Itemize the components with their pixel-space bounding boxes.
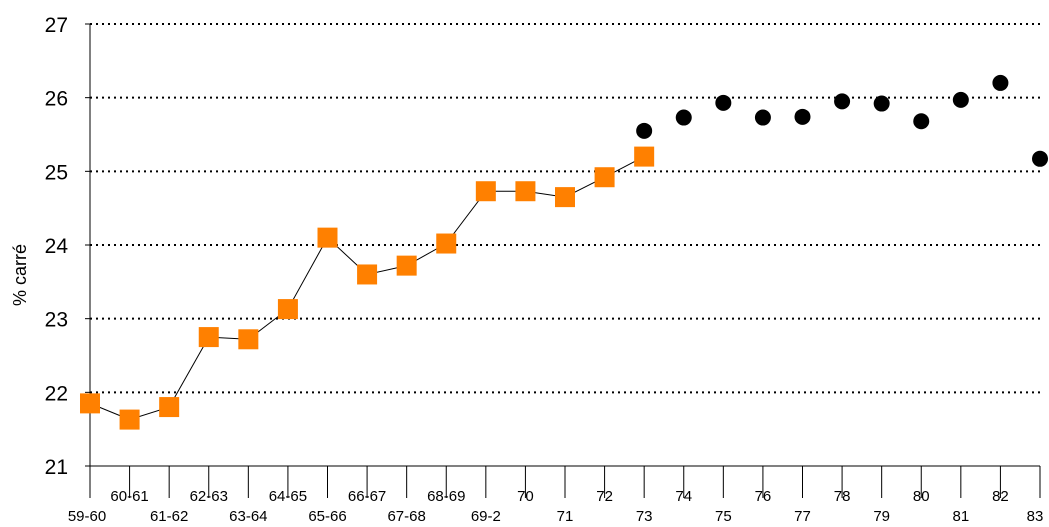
axes — [85, 23, 1041, 498]
x-tick-label: 79 — [873, 508, 890, 525]
x-tick-label: 65-66 — [308, 508, 346, 525]
square-marker — [159, 397, 180, 418]
x-tick-label: 75 — [715, 508, 732, 525]
circle-marker — [952, 91, 969, 108]
gridlines — [90, 23, 1040, 394]
square-marker — [80, 393, 100, 414]
x-tick-label: 64-65 — [269, 488, 307, 505]
circle-marker — [873, 95, 890, 112]
x-tick-label: 62-63 — [190, 488, 228, 505]
square-marker — [198, 327, 219, 348]
circle-marker — [794, 108, 811, 125]
x-tick-label: 83 — [1027, 508, 1044, 525]
x-tick-label: 63-64 — [229, 508, 267, 525]
x-tick-label: 81 — [952, 508, 969, 525]
square-marker — [119, 409, 140, 430]
series-markers — [80, 74, 1048, 430]
x-tick-label: 82 — [992, 488, 1009, 505]
y-tick-labels: 21 22 23 24 25 26 27 — [45, 14, 69, 479]
square-marker — [634, 146, 655, 167]
x-tick-label: 70 — [517, 488, 534, 505]
x-tick-label: 73 — [636, 508, 653, 525]
square-marker — [594, 167, 615, 188]
circle-marker — [1032, 150, 1048, 167]
square-marker — [317, 227, 338, 248]
circle-marker — [992, 74, 1009, 91]
circle-marker — [636, 122, 653, 139]
circle-marker — [675, 109, 692, 126]
x-tick-label: 80 — [913, 488, 930, 505]
x-tick-label: 60-61 — [110, 488, 148, 505]
square-marker — [515, 181, 536, 202]
circle-marker — [715, 94, 732, 111]
x-tick-label: 59-60 — [68, 508, 106, 525]
x-tick-label: 68-69 — [427, 488, 465, 505]
x-tick-label: 78 — [834, 488, 851, 505]
circle-marker — [913, 113, 930, 130]
y-tick-label: 21 — [45, 456, 68, 479]
x-tick-label: 74 — [675, 488, 692, 505]
y-tick-label: 26 — [45, 88, 68, 111]
x-tick-label: 67-68 — [387, 508, 425, 525]
x-tick-label: 69-2 — [471, 508, 501, 525]
x-tick-label: 71 — [557, 508, 574, 525]
square-marker — [555, 187, 575, 208]
x-tick-label: 76 — [755, 488, 772, 505]
x-tick-label: 72 — [596, 488, 613, 505]
square-marker — [277, 299, 298, 320]
square-marker — [396, 255, 417, 276]
circle-marker — [754, 109, 771, 126]
y-axis-title: % carré — [10, 244, 30, 306]
x-tick-label: 61-62 — [150, 508, 188, 525]
y-tick-label: 24 — [45, 235, 69, 258]
x-tick-label: 77 — [794, 508, 811, 525]
square-marker — [436, 233, 457, 254]
y-tick-label: 25 — [45, 161, 68, 184]
x-tick-label: 66-67 — [348, 488, 386, 505]
square-marker — [238, 329, 259, 350]
y-tick-label: 23 — [45, 309, 68, 332]
y-tick-label: 22 — [45, 382, 68, 405]
y-tick-label: 27 — [45, 14, 68, 37]
square-marker — [475, 181, 496, 202]
x-tick-labels: 59-6060-6161-6262-6363-6464-6565-6666-67… — [68, 488, 1044, 525]
circle-marker — [834, 93, 851, 110]
square-marker — [357, 264, 378, 285]
